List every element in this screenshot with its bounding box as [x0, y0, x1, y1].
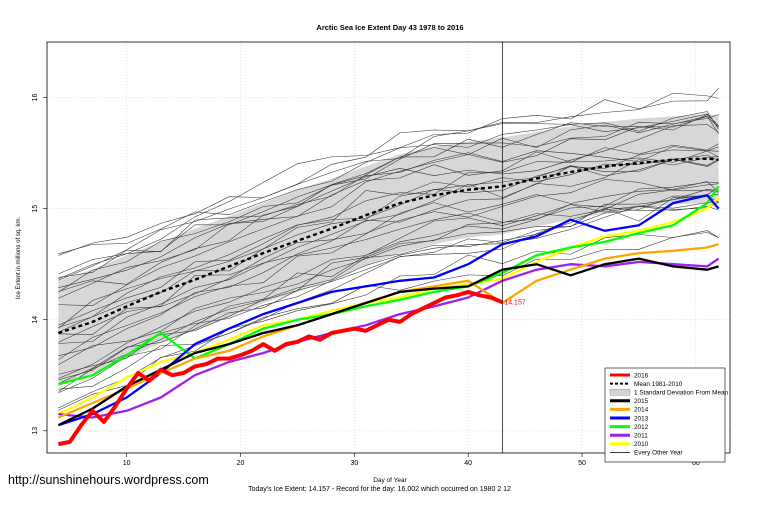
legend-label: 2015 [634, 398, 649, 405]
other-year-line [58, 146, 719, 275]
legend-label: Every Other Year [634, 450, 684, 457]
other-year-line [58, 114, 719, 293]
x-tick-label: 60 [692, 460, 700, 467]
legend-label: 2014 [634, 407, 649, 414]
legend-label: 2012 [634, 424, 649, 431]
source-url[interactable]: http://sunshinehours.wordpress.com [8, 473, 209, 487]
other-year-line [58, 193, 719, 381]
other-year-line [58, 181, 719, 343]
plot-frame [46, 41, 731, 454]
other-year-line [58, 146, 719, 333]
other-year-line [58, 92, 719, 256]
series-line-2016 [58, 289, 504, 447]
x-tick-label: 30 [350, 460, 358, 467]
mean-line [58, 157, 719, 335]
y-tick-label: 16 [32, 94, 39, 102]
axes: 10 20 30 40 50 60 13 14 15 16 14.157 [32, 41, 731, 467]
x-axis-label: Day of Year [373, 477, 407, 484]
other-year-line [58, 201, 719, 375]
y-tick-label: 14 [32, 316, 39, 324]
other-year-line [58, 159, 719, 328]
other-year-line [58, 113, 719, 255]
x-tick-label: 50 [578, 460, 586, 467]
other-year-line [58, 189, 719, 365]
other-year-line [58, 124, 719, 299]
legend-label: 2016 [634, 372, 649, 379]
legend-swatch [609, 389, 631, 396]
y-axis-label: Ice Extent in millions of sq. km. [16, 216, 22, 299]
other-year-line [58, 114, 719, 306]
other-year-line [58, 195, 719, 384]
other-year-line [58, 232, 719, 409]
other-year-line [58, 205, 719, 390]
chart-title: Arctic Sea Ice Extent Day 43 1978 to 201… [316, 23, 463, 32]
series-line-2010 [57, 196, 720, 416]
y-tick-label: 15 [32, 205, 39, 213]
other-year-line [58, 143, 719, 326]
current-value-label: 14.157 [504, 299, 526, 306]
y-tick-label: 13 [32, 427, 39, 435]
other-year-line [58, 150, 719, 288]
footer-summary: Today's Ice Extent: 14.157 - Record for … [248, 486, 511, 493]
x-tick-label: 10 [123, 460, 131, 467]
x-tick-label: 40 [464, 460, 472, 467]
legend-label: 1 Standard Deviation From Mean [634, 390, 729, 397]
other-year-line [58, 115, 719, 278]
legend-label: 2013 [634, 415, 649, 422]
series-line-2015 [57, 257, 719, 427]
legend: 2016 Mean 1981-2010 1 Standard Deviation F… [604, 367, 729, 463]
other-year-line [58, 156, 719, 357]
x-tick-label: 20 [237, 460, 245, 467]
series-line-2012 [58, 185, 720, 386]
legend-label: 2010 [634, 441, 649, 448]
legend-label: 2011 [634, 433, 648, 440]
series-lines [57, 157, 720, 447]
legend-label: Mean 1981-2010 [634, 381, 683, 388]
other-year-line [58, 179, 719, 335]
other-year-line [58, 111, 719, 281]
other-year-line [58, 186, 719, 379]
series-line-2011 [58, 257, 720, 419]
